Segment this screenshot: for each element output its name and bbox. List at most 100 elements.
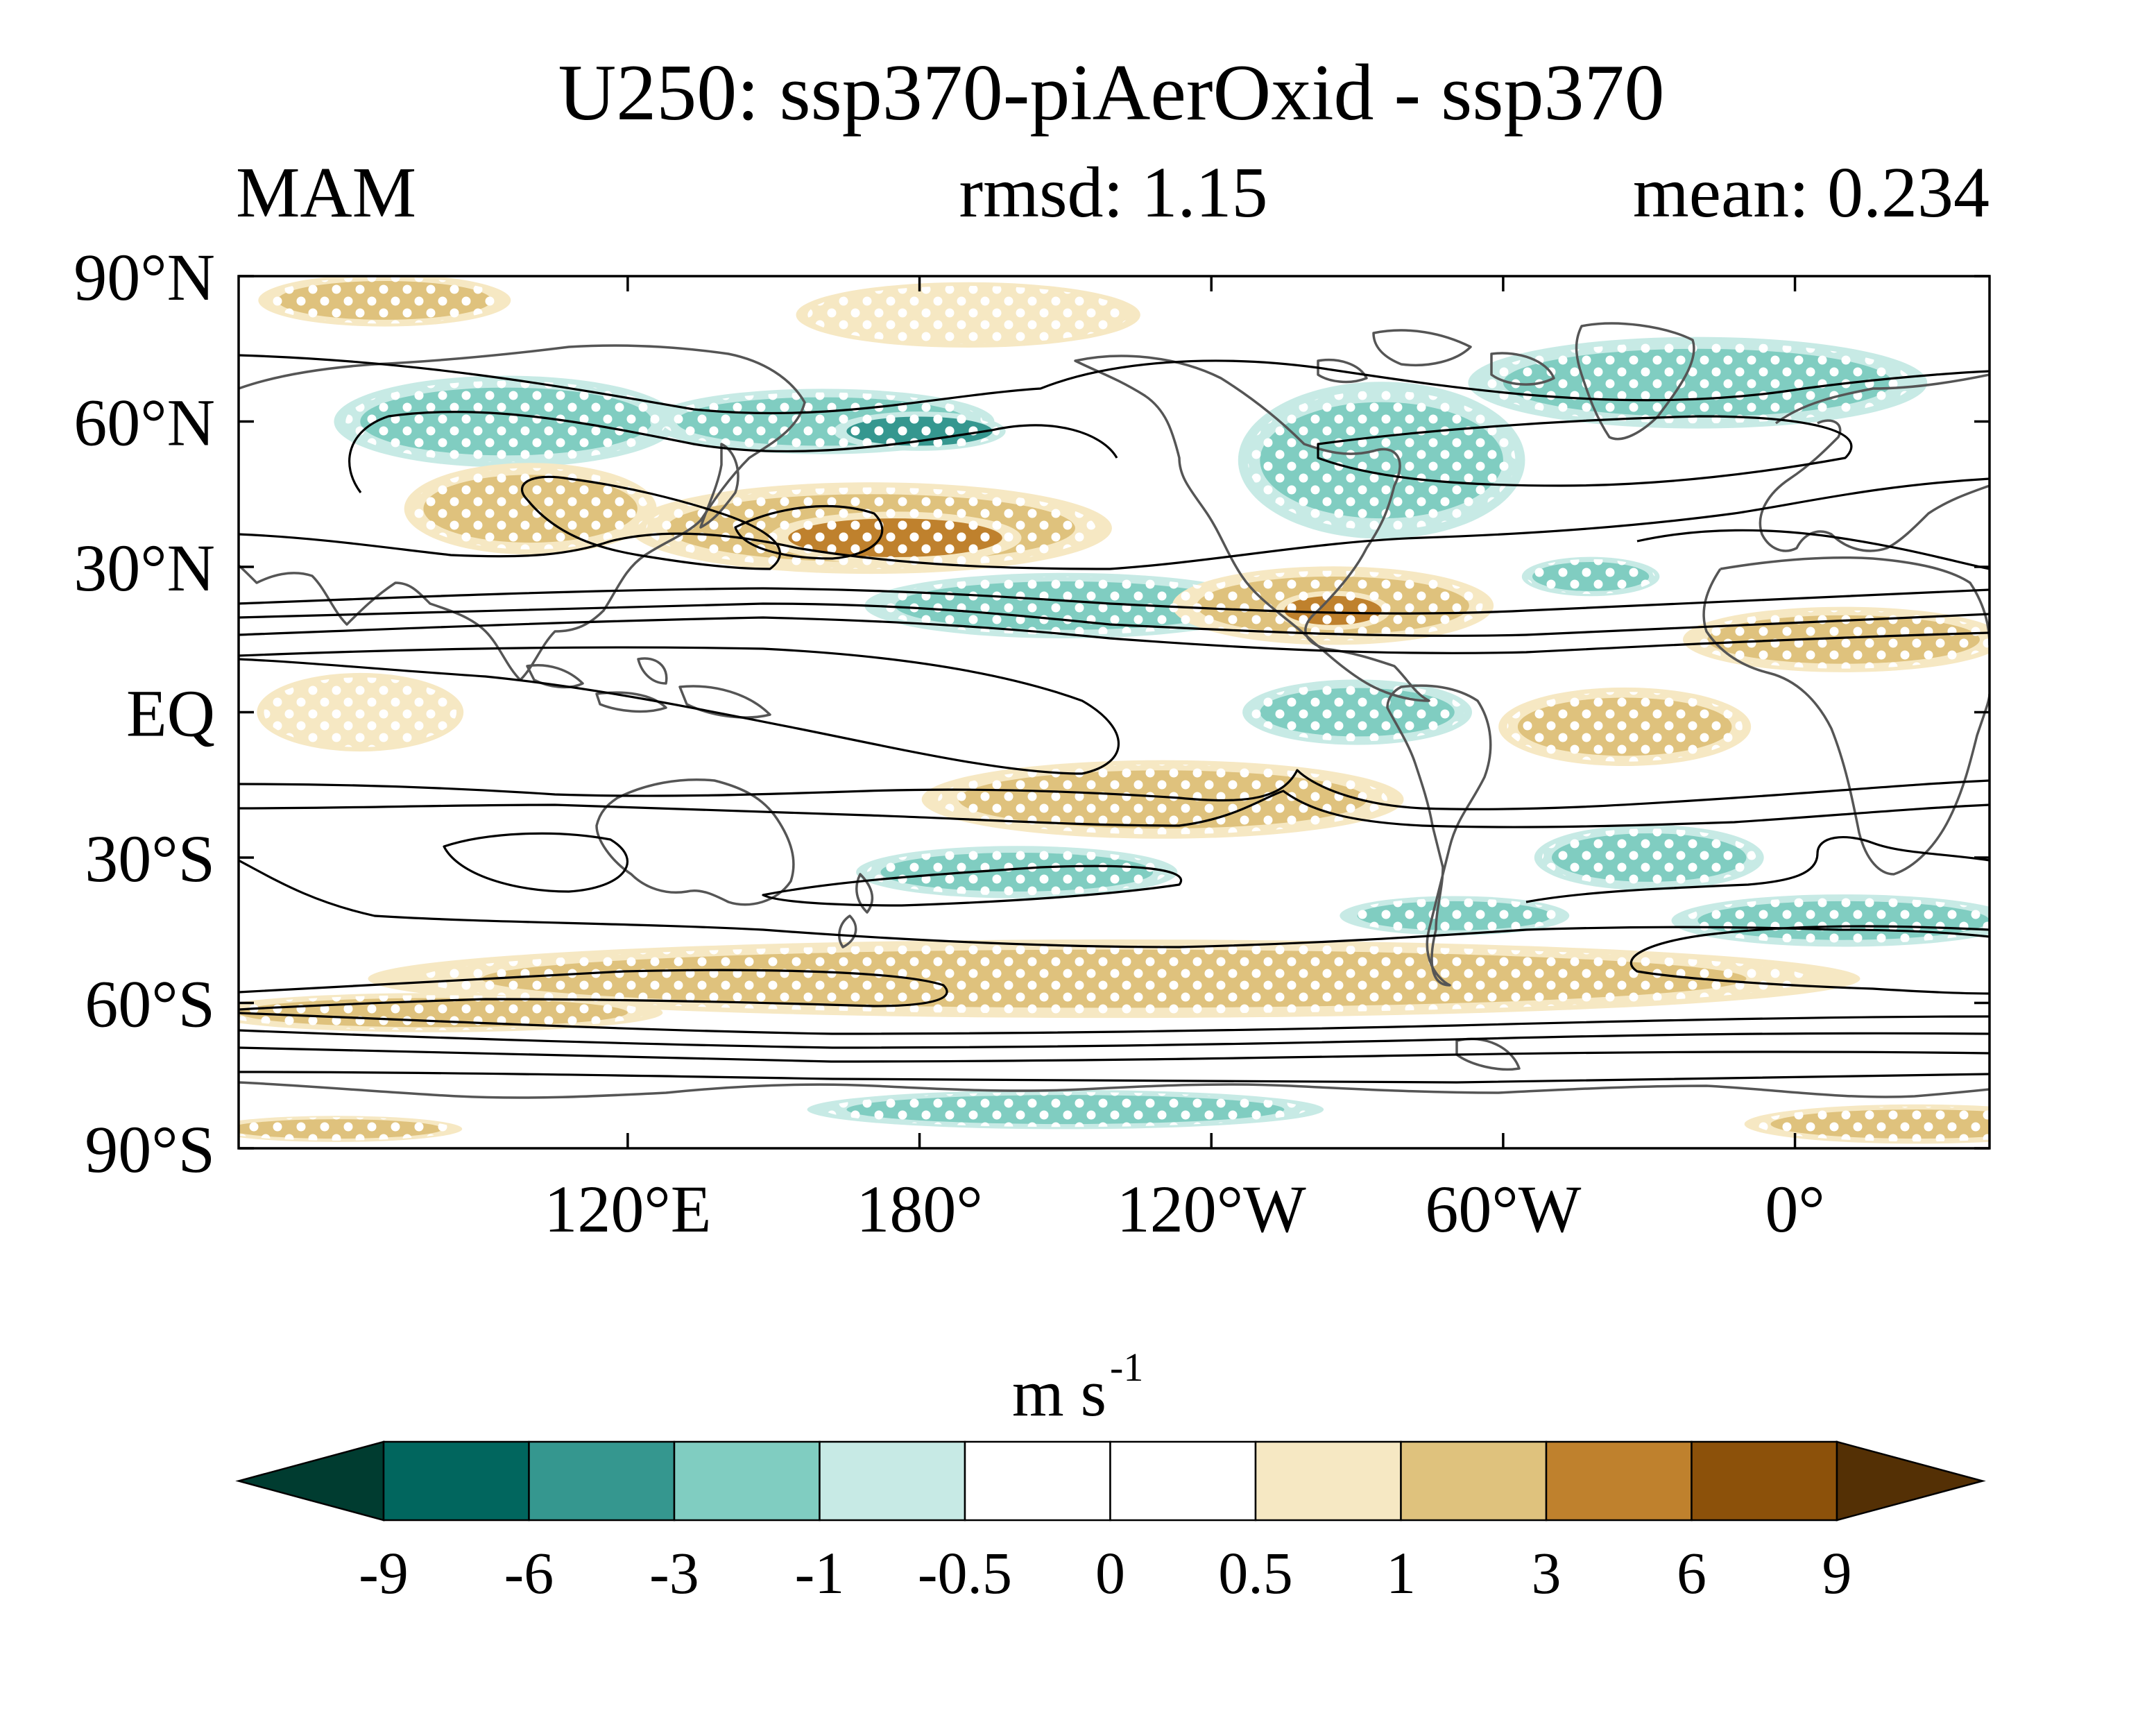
contour-subtrop-1 xyxy=(239,587,1990,615)
colorbar-max-triangle xyxy=(1836,1440,1986,1522)
colorbar-box xyxy=(964,1440,1111,1522)
contour-subtrop-2 xyxy=(239,602,1990,637)
colorbar-level-label: 0 xyxy=(1095,1540,1125,1606)
plot-title: U250: ssp370-piAerOxid - ssp370 xyxy=(558,49,1665,137)
rmsd-label: rmsd: 1.15 xyxy=(959,153,1268,232)
contour-sh-35s-pac xyxy=(762,865,1182,907)
stipple-np-jet-core xyxy=(839,414,1000,449)
colorbar-level-label: 1 xyxy=(1386,1540,1416,1606)
contour-nh-jet-east xyxy=(1317,415,1853,487)
significance-stippling xyxy=(239,277,1990,1142)
coastline-maritime-continent xyxy=(526,657,771,719)
coastline-antarctic-peninsula xyxy=(1455,1037,1521,1071)
lon-tick-label: 120°W xyxy=(1117,1172,1306,1246)
contour-nh-closed-asia xyxy=(520,475,781,570)
colorbar-level-label: -9 xyxy=(359,1540,409,1606)
contour-subtrop-3 xyxy=(239,616,1990,654)
contour-sh-jet-3 xyxy=(239,1046,1990,1063)
lat-tick-label: 60°N xyxy=(74,386,215,460)
stipple-hudson xyxy=(1247,390,1516,530)
colorbar-min-triangle xyxy=(235,1440,385,1522)
map-panel: 90°N 60°N 30°N EQ 30°S 60°S 90°S 120°E 180° 120°W… xyxy=(74,240,1991,1246)
axis-tick-labels: 90°N 60°N 30°N EQ 30°S 60°S 90°S 120°E 180° 120°W… xyxy=(74,240,1824,1246)
colorbar-box xyxy=(1109,1440,1257,1522)
lat-tick-label: 90°S xyxy=(85,1112,215,1186)
coastline-south-america xyxy=(1386,684,1492,987)
colorbar-level-label: -6 xyxy=(504,1540,554,1606)
colorbar: m s -1 -9 -6 -3 -1 -0.5 0 0.5 1 3 6 9 xyxy=(235,1345,1986,1606)
colorbar-level-label: -3 xyxy=(649,1540,699,1606)
stipple-sp-35s xyxy=(866,849,1167,896)
stipple-antarctic-neg xyxy=(824,1091,1306,1127)
colorbar-box xyxy=(1545,1440,1693,1522)
colorbar-boxes xyxy=(235,1440,1986,1522)
axis-ticks xyxy=(239,275,1990,1150)
stipple-gulf-core xyxy=(1279,593,1387,628)
colorbar-level-label: 6 xyxy=(1677,1540,1706,1606)
coastlines xyxy=(239,322,1990,1099)
stipple-arctic-pac xyxy=(807,285,1129,344)
colorbar-level-label: -0.5 xyxy=(918,1540,1012,1606)
coastline-north-america xyxy=(1074,355,1430,702)
colorbar-box xyxy=(1691,1440,1838,1522)
map-content xyxy=(239,276,1990,1144)
stipple-subtrop-pac-neg xyxy=(878,576,1253,635)
contour-sh-20s-b xyxy=(239,790,1990,828)
season-label: MAM xyxy=(236,153,416,232)
stipple-e-pac-eq xyxy=(1250,683,1464,742)
stipple-south-mid xyxy=(1347,898,1562,933)
stipple-indian-eq xyxy=(264,677,457,747)
contour-nh-closed-pac xyxy=(734,505,884,560)
contour-sh-20s-a xyxy=(239,769,1990,810)
colorbar-box xyxy=(1400,1440,1548,1522)
coastline-australia xyxy=(595,778,795,906)
coastline-japan xyxy=(699,443,739,529)
lat-tick-label: 30°S xyxy=(85,821,215,896)
stipple-w-asia-jet xyxy=(412,468,649,550)
colorbar-level-label: 3 xyxy=(1532,1540,1562,1606)
coastline-africa xyxy=(1702,556,1990,876)
contour-sh-atl-loop xyxy=(1525,835,1990,903)
contour-sh-35s-closed xyxy=(443,832,628,893)
stipple-arctic-east xyxy=(266,277,503,324)
stipple-s-atl-30s xyxy=(1541,828,1756,887)
coastline-europe xyxy=(1759,419,1990,552)
stipple-sh-jet-band xyxy=(418,944,1810,1014)
lon-tick-label: 120°E xyxy=(544,1172,711,1246)
coastline-arctic-islands xyxy=(1317,329,1555,386)
coastline-antarctica xyxy=(239,1081,1990,1099)
colorbar-unit: m s xyxy=(1012,1356,1106,1430)
lat-tick-label: EQ xyxy=(126,676,215,751)
contour-sh-jet-4 xyxy=(239,1071,1990,1084)
colorbar-box xyxy=(819,1440,966,1522)
lat-tick-label: 90°N xyxy=(74,240,215,314)
colorbar-box xyxy=(382,1440,530,1522)
stipple-subpolar-asia-low xyxy=(345,380,667,463)
lon-tick-label: 0° xyxy=(1765,1172,1824,1246)
stipple-atl-neg-north xyxy=(1526,559,1655,595)
contour-sh-50s-loop xyxy=(1629,925,1990,995)
contour-subtrop-4 xyxy=(239,646,1120,775)
lon-tick-label: 180° xyxy=(856,1172,982,1246)
colorbar-box xyxy=(528,1440,676,1522)
contour-nh-60n xyxy=(239,354,1990,415)
stipple-s-america-eq xyxy=(1507,692,1743,762)
coastline-new-zealand xyxy=(838,873,874,948)
mean-label: mean: 0.234 xyxy=(1633,153,1990,232)
stipple-np-30n-core xyxy=(777,514,1013,561)
lat-tick-label: 60°S xyxy=(85,967,215,1041)
contour-sh-jet-1 xyxy=(239,1012,1990,1035)
coastline-greenland xyxy=(1575,322,1695,441)
contour-nh-30n-a xyxy=(239,477,1990,570)
stipple-sp-20s xyxy=(938,764,1388,835)
lat-tick-label: 30°N xyxy=(74,531,215,605)
colorbar-unit-exponent: -1 xyxy=(1110,1345,1143,1390)
stipple-antarctic-pos xyxy=(1756,1106,1990,1142)
colorbar-level-label: 9 xyxy=(1822,1540,1852,1606)
colorbar-level-label: -1 xyxy=(795,1540,845,1606)
colorbar-box xyxy=(1254,1440,1402,1522)
contour-sh-jet-2 xyxy=(239,1029,1990,1049)
climatology-contours xyxy=(239,354,1990,1084)
contour-nh-30n-b xyxy=(1636,529,1990,570)
